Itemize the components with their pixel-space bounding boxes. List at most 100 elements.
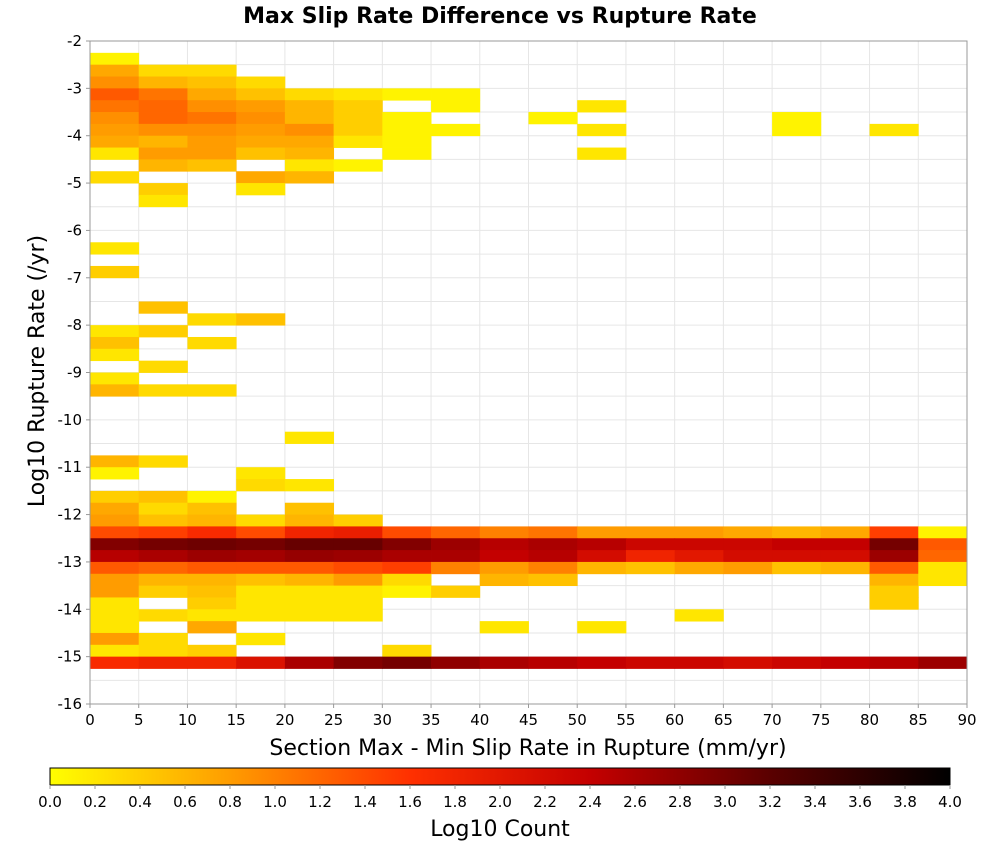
heatmap-cell bbox=[236, 479, 286, 492]
heatmap-cell bbox=[236, 183, 286, 196]
heatmap-cell bbox=[284, 585, 335, 598]
heatmap-cell bbox=[90, 336, 140, 350]
heatmap-cell bbox=[187, 656, 237, 669]
x-tick-label: 40 bbox=[470, 711, 489, 729]
heatmap-cell bbox=[90, 467, 140, 480]
heatmap-cell bbox=[90, 171, 140, 184]
x-tick-label: 30 bbox=[373, 711, 392, 729]
heatmap-cell bbox=[284, 88, 335, 101]
heatmap-cell bbox=[918, 573, 968, 587]
heatmap-cell bbox=[918, 561, 968, 575]
heatmap-cell bbox=[772, 561, 822, 575]
heatmap-cell bbox=[90, 609, 140, 622]
x-tick-label: 90 bbox=[957, 711, 976, 729]
heatmap-cell bbox=[528, 561, 578, 575]
heatmap-cell bbox=[284, 502, 335, 515]
heatmap-cell bbox=[138, 490, 188, 504]
heatmap-cell bbox=[187, 147, 237, 160]
x-tick-label: 20 bbox=[275, 711, 294, 729]
heatmap-cell bbox=[431, 88, 481, 101]
y-tick-label: -8 bbox=[67, 316, 82, 334]
heatmap-cell bbox=[284, 550, 335, 563]
heatmap-cell bbox=[284, 538, 335, 551]
heatmap-cell bbox=[138, 502, 188, 515]
heatmap-cell bbox=[187, 76, 237, 89]
colorbar-tick-label: 0.6 bbox=[173, 793, 197, 811]
heatmap-cell bbox=[138, 360, 188, 373]
heatmap-cell bbox=[138, 194, 188, 208]
heatmap-cell bbox=[187, 502, 237, 515]
colorbar-tick-label: 1.8 bbox=[443, 793, 467, 811]
heatmap-cell bbox=[479, 538, 529, 551]
heatmap-cell bbox=[236, 656, 286, 669]
heatmap-cell bbox=[382, 573, 432, 587]
heatmap-cell bbox=[284, 514, 335, 527]
heatmap-cell bbox=[187, 336, 237, 350]
heatmap-cell bbox=[138, 585, 188, 598]
heatmap-cell bbox=[90, 372, 140, 385]
heatmap-cell bbox=[236, 597, 286, 610]
heatmap-cell bbox=[236, 171, 286, 184]
x-tick-label: 10 bbox=[178, 711, 197, 729]
y-tick-label: -15 bbox=[58, 648, 83, 666]
x-tick-label: 65 bbox=[714, 711, 733, 729]
heatmap-cell bbox=[382, 147, 432, 160]
heatmap-cell bbox=[284, 526, 335, 539]
y-tick-label: -5 bbox=[67, 174, 82, 192]
heatmap-cell bbox=[528, 112, 578, 125]
heatmap-cell bbox=[187, 538, 237, 551]
heatmap-cell bbox=[236, 313, 286, 326]
heatmap-cell bbox=[236, 609, 286, 622]
heatmap-cell bbox=[187, 550, 237, 563]
heatmap-cell bbox=[138, 88, 188, 101]
heatmap-cell bbox=[772, 656, 822, 669]
heatmap-cell bbox=[138, 561, 188, 575]
heatmap-cell bbox=[625, 526, 676, 539]
heatmap-cell bbox=[138, 514, 188, 527]
y-tick-label: -7 bbox=[67, 269, 82, 287]
heatmap-cell bbox=[577, 561, 627, 575]
heatmap-cell bbox=[869, 656, 919, 669]
heatmap-cell bbox=[625, 656, 676, 669]
heatmap-cell bbox=[625, 561, 676, 575]
heatmap-cell bbox=[187, 112, 237, 125]
heatmap-cell bbox=[528, 526, 578, 539]
heatmap-cell bbox=[236, 135, 286, 148]
y-tick-label: -10 bbox=[58, 411, 83, 429]
colorbar-tick-label: 0.8 bbox=[218, 793, 242, 811]
heatmap-cell bbox=[333, 526, 383, 539]
heatmap-cell bbox=[479, 621, 529, 634]
x-axis-label: Section Max - Min Slip Rate in Rupture (… bbox=[269, 736, 786, 761]
heatmap-cell bbox=[772, 123, 822, 137]
heatmap-cell bbox=[236, 112, 286, 125]
heatmap-cell bbox=[187, 573, 237, 587]
heatmap-cells bbox=[90, 52, 968, 669]
heatmap-cell bbox=[90, 123, 140, 137]
heatmap-cell bbox=[90, 490, 140, 504]
heatmap-cell bbox=[90, 514, 140, 527]
heatmap-cell bbox=[138, 656, 188, 669]
heatmap-cell bbox=[236, 88, 286, 101]
heatmap-cell bbox=[431, 656, 481, 669]
heatmap-cell bbox=[138, 183, 188, 196]
heatmap-cell bbox=[138, 123, 188, 137]
colorbar-tick-label: 1.2 bbox=[308, 793, 332, 811]
heatmap-cell bbox=[138, 526, 188, 539]
heatmap-cell bbox=[138, 550, 188, 563]
colorbar-tick-label: 4.0 bbox=[938, 793, 962, 811]
heatmap-cell bbox=[382, 88, 432, 101]
heatmap-cell bbox=[236, 123, 286, 137]
y-axis-ticks: -2 -3 -4 -5 -6 -7 -8 -9 -10 -11 -12 -13 -14 -15 -16 bbox=[58, 32, 90, 713]
heatmap-cell bbox=[90, 325, 140, 338]
y-tick-label: -6 bbox=[67, 221, 82, 239]
x-tick-label: 85 bbox=[909, 711, 928, 729]
heatmap-cell bbox=[479, 573, 529, 587]
x-tick-label: 50 bbox=[568, 711, 587, 729]
y-axis-label: Log10 Rupture Rate (/yr) bbox=[25, 235, 50, 507]
heatmap-cell bbox=[90, 561, 140, 575]
x-tick-label: 60 bbox=[665, 711, 684, 729]
heatmap-cell bbox=[869, 123, 919, 137]
heatmap-cell bbox=[236, 561, 286, 575]
heatmap-cell bbox=[138, 76, 188, 89]
heatmap-cell bbox=[577, 123, 627, 137]
